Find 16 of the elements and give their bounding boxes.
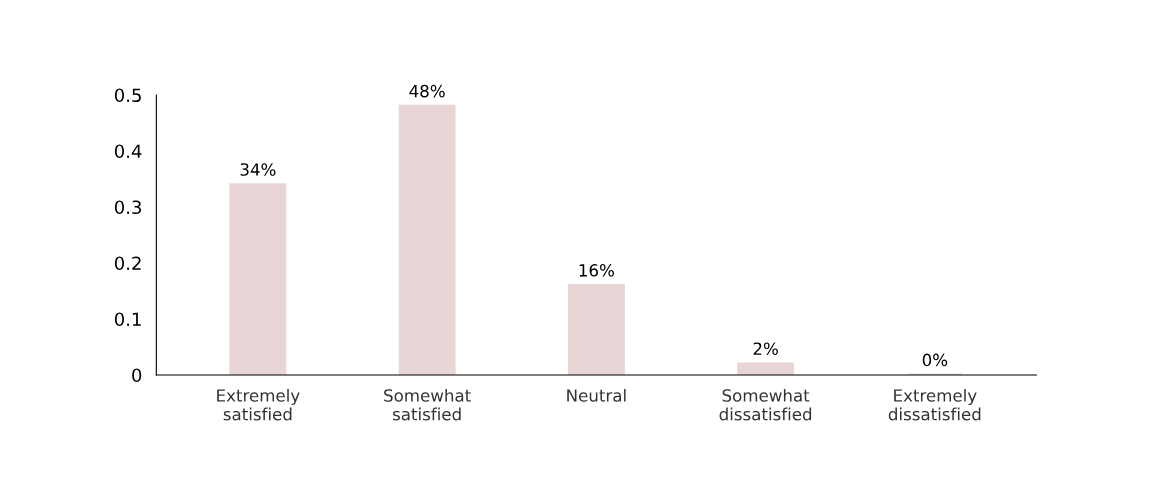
x-tick-label: Somewhat satisfied	[384, 388, 471, 421]
data-label: 0%	[922, 353, 948, 367]
y-tick-label: 0.1	[114, 312, 141, 327]
y-tick-label: 0.5	[114, 88, 141, 103]
y-tick-label: 0.2	[114, 256, 141, 271]
x-tick-label: Extremely dissatisfied	[888, 388, 981, 421]
y-tick-label: 0	[132, 368, 142, 383]
x-tick-label: Neutral	[567, 388, 626, 402]
y-tick-label: 0.4	[114, 144, 142, 159]
data-label: 16%	[579, 264, 614, 277]
data-label: 34%	[240, 163, 276, 176]
y-tick-label: 0.3	[114, 200, 141, 215]
x-tick-label: Extremely satisfied	[217, 388, 300, 421]
data-label: 48%	[409, 84, 445, 98]
x-tick-label: Somewhat dissatisfied	[719, 388, 812, 421]
data-label: 2%	[753, 342, 778, 356]
